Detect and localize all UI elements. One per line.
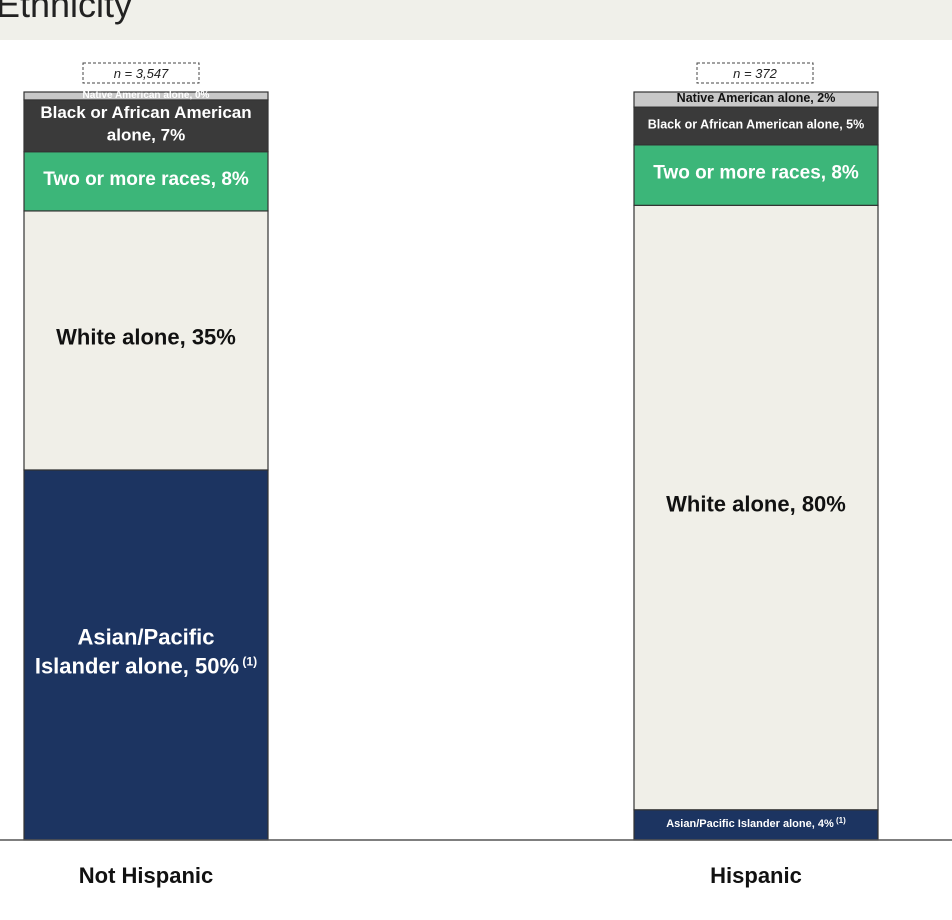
segment-label: Asian/Pacific Islander alone, 4% (1): [666, 816, 846, 830]
title-band: Ethnicity: [0, 0, 952, 40]
bar-segment: [23, 91, 269, 101]
bar-segment: [23, 210, 269, 471]
sample-size-box: [82, 62, 200, 84]
sample-size-label: n = 3,547: [114, 66, 169, 81]
bar-segment: [23, 469, 269, 841]
segment-label: Native American alone, 2%: [677, 91, 836, 105]
sample-size-box: [696, 62, 814, 84]
segment-label: Asian/Pacific: [78, 625, 215, 650]
segment-label: Two or more races, 8%: [43, 169, 249, 190]
page-title: Ethnicity: [0, 0, 133, 25]
segment-label: Islander alone, 50% (1): [35, 654, 257, 679]
segment-label: White alone, 35%: [56, 325, 236, 350]
category-label: Not Hispanic: [79, 863, 213, 888]
bar-segment: [633, 106, 879, 146]
segment-label: alone, 7%: [107, 125, 185, 144]
segment-label: Native American alone, 0%: [83, 90, 210, 101]
segment-label: Black or African American: [40, 103, 251, 122]
bar-segment: [633, 144, 879, 206]
category-label: Hispanic: [710, 863, 802, 888]
sample-size-label: n = 372: [733, 66, 778, 81]
segment-label: Two or more races, 8%: [653, 163, 859, 184]
segment-label: White alone, 80%: [666, 492, 846, 517]
bar-segment: [633, 91, 879, 108]
bar-segment: [23, 151, 269, 212]
bar-segment: [633, 204, 879, 811]
segment-label: Black or African American alone, 5%: [648, 117, 865, 131]
